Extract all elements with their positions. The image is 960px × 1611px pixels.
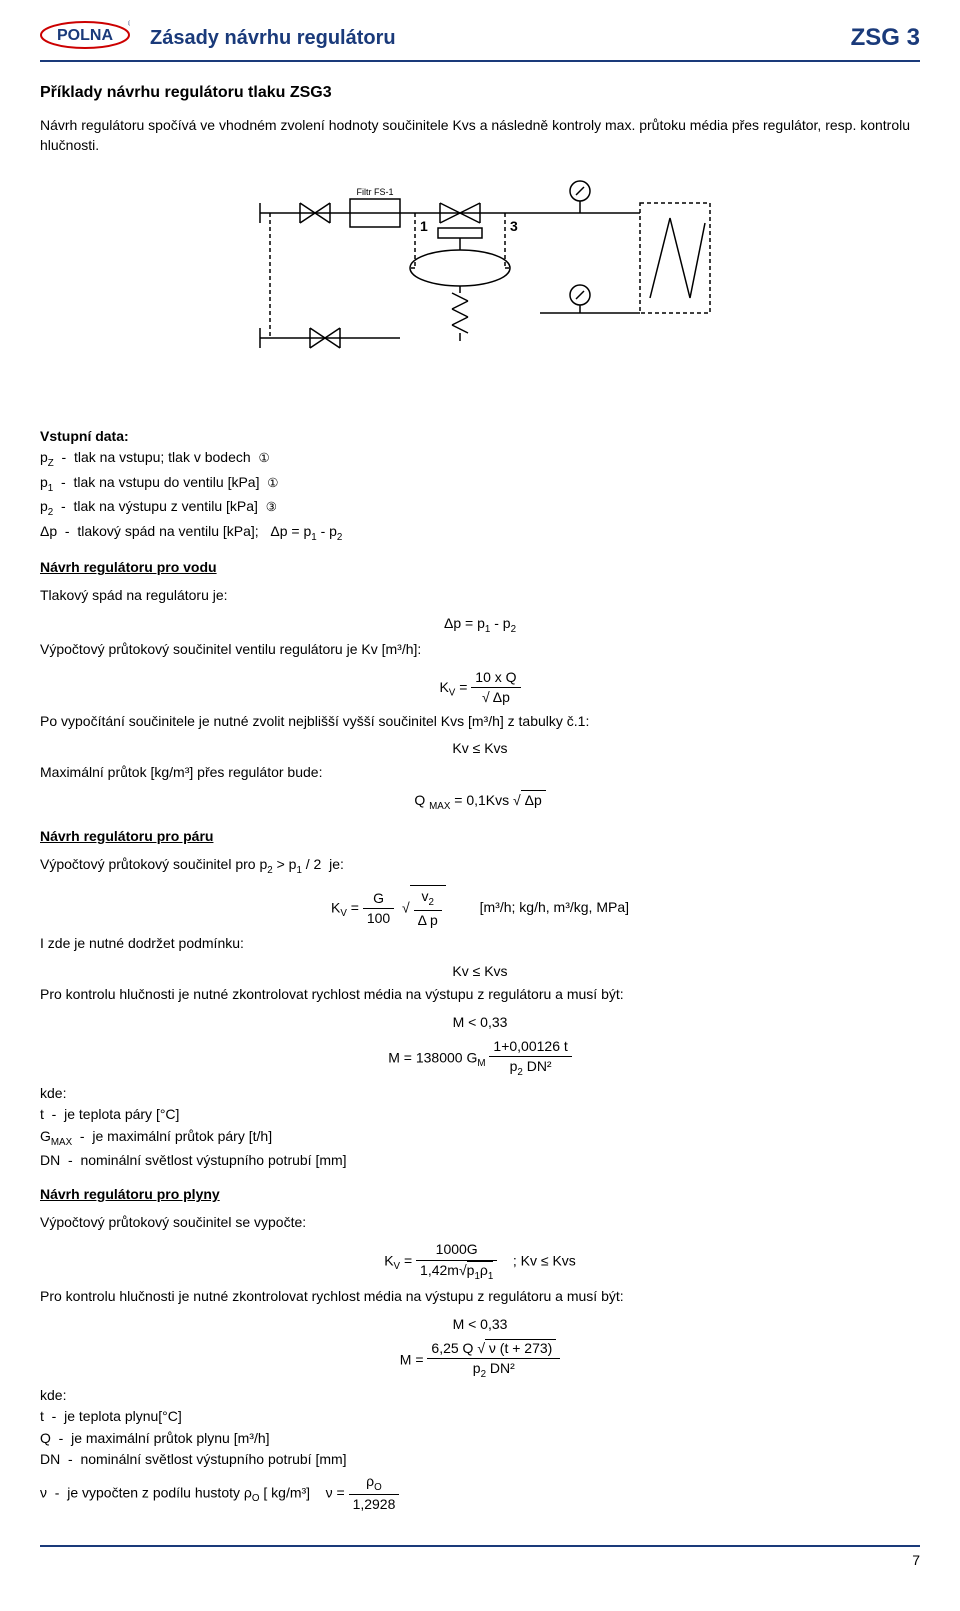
def-line: ν - je vypočten z podílu hustoty ρO [ kg… (40, 1472, 920, 1515)
water-eq1: Δp = p1 - p2 (40, 614, 920, 637)
steam-l1: Výpočtový průtokový součinitel pro p2 > … (40, 855, 920, 878)
steam-eq2: Kv ≤ Kvs (40, 962, 920, 982)
water-eq3: Kv ≤ Kvs (40, 739, 920, 759)
input-line: p2 - tlak na výstupu z ventilu [kPa] ③ (40, 497, 920, 520)
steam-eq4: M = 138000 GM 1+0,00126 tp2 DN² (40, 1037, 920, 1080)
gas-l2: Pro kontrolu hlučnosti je nutné zkontrol… (40, 1287, 920, 1307)
where-label: kde: (40, 1084, 920, 1104)
input-data: Vstupní data: pZ - tlak na vstupu; tlak … (40, 427, 920, 545)
svg-text:1: 1 (420, 218, 428, 234)
input-line: pZ - tlak na vstupu; tlak v bodech ① (40, 448, 920, 471)
page-header: POLNA ® Zásady návrhu regulátoru ZSG 3 (40, 20, 920, 62)
page-footer: 7 (40, 1545, 920, 1571)
def-line: t - je teplota plynu[°C] (40, 1407, 920, 1427)
svg-text:Filtr FS-1: Filtr FS-1 (357, 187, 394, 197)
main-title: Příklady návrhu regulátoru tlaku ZSG3 (40, 82, 920, 104)
def-line: DN - nominální světlost výstupního potru… (40, 1151, 920, 1171)
water-l2: Výpočtový průtokový součinitel ventilu r… (40, 640, 920, 660)
water-eq2: KV = 10 x Q√ Δp (40, 668, 920, 708)
input-line: p1 - tlak na vstupu do ventilu [kPa] ① (40, 473, 920, 496)
steam-defs: kde: t - je teplota páry [°C] GMAX - je … (40, 1084, 920, 1171)
def-line: t - je teplota páry [°C] (40, 1105, 920, 1125)
water-l4: Maximální průtok [kg/m³] přes regulátor … (40, 763, 920, 783)
header-code: ZSG 3 (851, 21, 920, 55)
gas-eq2: M < 0,33 (40, 1315, 920, 1335)
header-title: Zásady návrhu regulátoru (150, 24, 851, 52)
steam-title: Návrh regulátoru pro páru (40, 827, 920, 847)
input-data-heading: Vstupní data: (40, 427, 920, 447)
gas-eq1: KV = 1000G1,42m√p1ρ1 ; Kv ≤ Kvs (40, 1240, 920, 1283)
where-label: kde: (40, 1386, 920, 1406)
water-title: Návrh regulátoru pro vodu (40, 558, 920, 578)
steam-l2: I zde je nutné dodržet podmínku: (40, 934, 920, 954)
steam-eq3: M < 0,33 (40, 1013, 920, 1033)
water-l1: Tlakový spád na regulátoru je: (40, 586, 920, 606)
input-line: Δp - tlakový spád na ventilu [kPa]; Δp =… (40, 522, 920, 545)
intro-paragraph: Návrh regulátoru spočívá ve vhodném zvol… (40, 116, 920, 155)
page-number: 7 (912, 1552, 920, 1568)
steam-l3: Pro kontrolu hlučnosti je nutné zkontrol… (40, 985, 920, 1005)
svg-text:3: 3 (510, 218, 518, 234)
water-eq4: Q MAX = 0,1Kvs √ Δp (40, 791, 920, 814)
def-line: DN - nominální světlost výstupního potru… (40, 1450, 920, 1470)
svg-text:®: ® (128, 20, 130, 28)
schematic-diagram: Filtr FS-1 1 3 (40, 173, 920, 409)
brand-logo: POLNA ® (40, 20, 130, 56)
def-line: Q - je maximální průtok plynu [m³/h] (40, 1429, 920, 1449)
svg-text:POLNA: POLNA (57, 27, 113, 44)
steam-eq1: KV = G100 √ v2Δ p [m³/h; kg/h, m³/kg, MP… (40, 885, 920, 930)
def-line: GMAX - je maximální průtok páry [t/h] (40, 1127, 920, 1150)
gas-defs: kde: t - je teplota plynu[°C] Q - je max… (40, 1386, 920, 1515)
gas-title: Návrh regulátoru pro plyny (40, 1185, 920, 1205)
water-l3: Po vypočítání součinitele je nutné zvoli… (40, 712, 920, 732)
gas-l1: Výpočtový průtokový součinitel se vypočt… (40, 1213, 920, 1233)
gas-eq3: M = 6,25 Q √ ν (t + 273) p2 DN² (40, 1339, 920, 1382)
